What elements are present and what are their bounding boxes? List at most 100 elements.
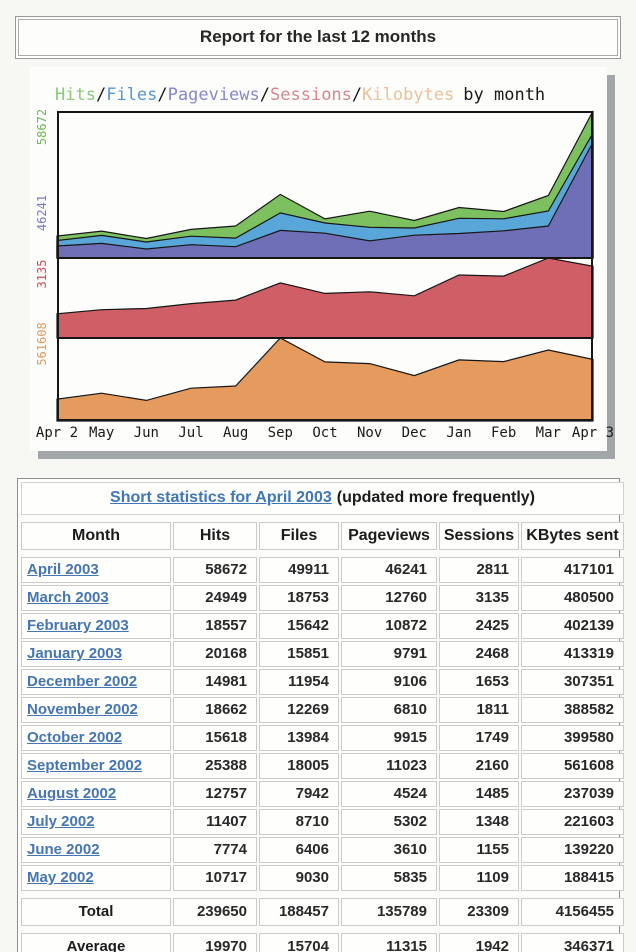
spacer-row	[21, 893, 624, 896]
column-header-sessions: Sessions	[439, 522, 519, 550]
value-cell: 25388	[173, 753, 257, 779]
spacer-row	[21, 552, 624, 555]
value-cell: 11023	[341, 753, 437, 779]
value-cell: 135789	[341, 898, 437, 926]
value-cell: 399580	[521, 725, 625, 751]
table-row: September 2002 25388 18005 11023 2160 561608	[21, 753, 625, 779]
column-header-kbytes-sent: KBytes sent	[521, 522, 625, 550]
legend-separator: /	[157, 85, 168, 105]
month-cell: October 2002	[21, 725, 171, 751]
column-header-pageviews: Pageviews	[341, 522, 437, 550]
value-cell: 6406	[259, 837, 339, 863]
x-axis-label: Feb	[491, 425, 517, 441]
value-cell: 417101	[521, 557, 625, 583]
value-cell: 2425	[439, 613, 519, 639]
value-cell: 12757	[173, 781, 257, 807]
value-cell: 188415	[521, 865, 625, 891]
value-cell: 139220	[521, 837, 625, 863]
legend-pageviews: Pageviews	[167, 85, 260, 105]
value-cell: 46241	[341, 557, 437, 583]
x-axis-label: Apr 3	[571, 425, 615, 441]
stats-header-row: Month Hits Files Pageviews Sessions KBytes se…	[21, 522, 625, 550]
short-statistics-link[interactable]: Short statistics for April 2003	[110, 489, 332, 506]
value-cell: 388582	[521, 697, 625, 723]
month-link[interactable]: August 2002	[27, 785, 117, 802]
x-axis-label: Jul	[178, 425, 204, 441]
usage-chart-card: Hits/Files/Pageviews/Sessions/Kilobytes b…	[30, 67, 614, 451]
legend-separator: /	[95, 85, 107, 105]
x-axis-label: Jan	[446, 425, 472, 441]
month-link[interactable]: October 2002	[27, 729, 123, 746]
legend-suffix: by month	[463, 85, 546, 105]
value-cell: 346371	[521, 933, 625, 952]
x-axis-label: Sep	[267, 425, 293, 441]
table-row: July 2002 11407 8710 5302 1348 221603	[21, 809, 625, 835]
month-link[interactable]: November 2002	[27, 701, 138, 718]
value-cell: 188457	[259, 898, 339, 926]
x-axis-label: May	[89, 425, 115, 441]
table-row: October 2002 15618 13984 9915 1749 399580	[21, 725, 625, 751]
table-row: December 2002 14981 11954 9106 1653 307351	[21, 669, 625, 695]
month-cell: January 2003	[21, 641, 171, 667]
report-title-box: Report for the last 12 months	[15, 16, 621, 59]
month-cell: April 2003	[21, 557, 171, 583]
value-cell: 18005	[259, 753, 339, 779]
month-cell: December 2002	[21, 669, 171, 695]
x-axis-label: Aug	[223, 425, 249, 441]
stats-average-section: Average 19970 15704 11315 1942 346371	[21, 933, 625, 952]
value-cell: 11315	[341, 933, 437, 952]
table-row: August 2002 12757 7942 4524 1485 237039	[21, 781, 625, 807]
value-cell: 2160	[439, 753, 519, 779]
month-link[interactable]: February 2003	[27, 617, 129, 634]
y-axis-label: 3135	[35, 260, 49, 289]
value-cell: 20168	[173, 641, 257, 667]
stats-title-suffix: (updated more frequently)	[336, 489, 535, 506]
value-cell: 14981	[173, 669, 257, 695]
value-cell: 8710	[259, 809, 339, 835]
value-cell: 15618	[173, 725, 257, 751]
value-cell: 15704	[259, 933, 339, 952]
spacer-row	[21, 517, 624, 520]
stats-header-section: Month Hits Files Pageviews Sessions KBytes se…	[21, 522, 625, 555]
value-cell: 239650	[173, 898, 257, 926]
value-cell: 1749	[439, 725, 519, 751]
month-link[interactable]: September 2002	[27, 757, 143, 774]
value-cell: 1942	[439, 933, 519, 952]
value-cell: 307351	[521, 669, 625, 695]
legend-sessions: Sessions	[270, 85, 352, 105]
month-cell: May 2002	[21, 865, 171, 891]
month-link[interactable]: July 2002	[27, 813, 95, 830]
table-row: January 2003 20168 15851 9791 2468 413319	[21, 641, 625, 667]
value-cell: 480500	[521, 585, 625, 611]
stats-title-cell: Short statistics for April 2003 (updated …	[21, 482, 625, 515]
stats-body-section: April 2003 58672 49911 46241 2811 417101 March…	[21, 557, 625, 896]
column-header-files: Files	[259, 522, 339, 550]
x-axis-label: Dec	[401, 425, 427, 441]
legend-kilobytes: Kilobytes	[362, 85, 455, 105]
value-cell: 7942	[259, 781, 339, 807]
value-cell: 18557	[173, 613, 257, 639]
spacer-row	[21, 928, 624, 931]
month-link[interactable]: June 2002	[27, 841, 100, 858]
month-link[interactable]: December 2002	[27, 673, 138, 690]
value-cell: 7774	[173, 837, 257, 863]
month-link[interactable]: April 2003	[27, 561, 99, 578]
value-cell: 11407	[173, 809, 257, 835]
month-link[interactable]: January 2003	[27, 645, 123, 662]
value-cell: 23309	[439, 898, 519, 926]
month-cell: March 2003	[21, 585, 171, 611]
y-axis-label: 58672	[35, 109, 49, 145]
report-title-inner: Report for the last 12 months	[18, 19, 618, 56]
table-row: March 2003 24949 18753 12760 3135 480500	[21, 585, 625, 611]
month-link[interactable]: May 2002	[27, 869, 94, 886]
legend-hits: Hits	[55, 85, 96, 105]
chart-legend: Hits/Files/Pageviews/Sessions/Kilobytes b…	[55, 85, 607, 105]
month-link[interactable]: March 2003	[27, 589, 109, 606]
month-cell: June 2002	[21, 837, 171, 863]
total-row-label: Total	[21, 898, 171, 926]
x-axis-label: Apr 2	[35, 425, 79, 441]
area-pageviews	[56, 141, 594, 259]
value-cell: 58672	[173, 557, 257, 583]
value-cell: 561608	[521, 753, 625, 779]
